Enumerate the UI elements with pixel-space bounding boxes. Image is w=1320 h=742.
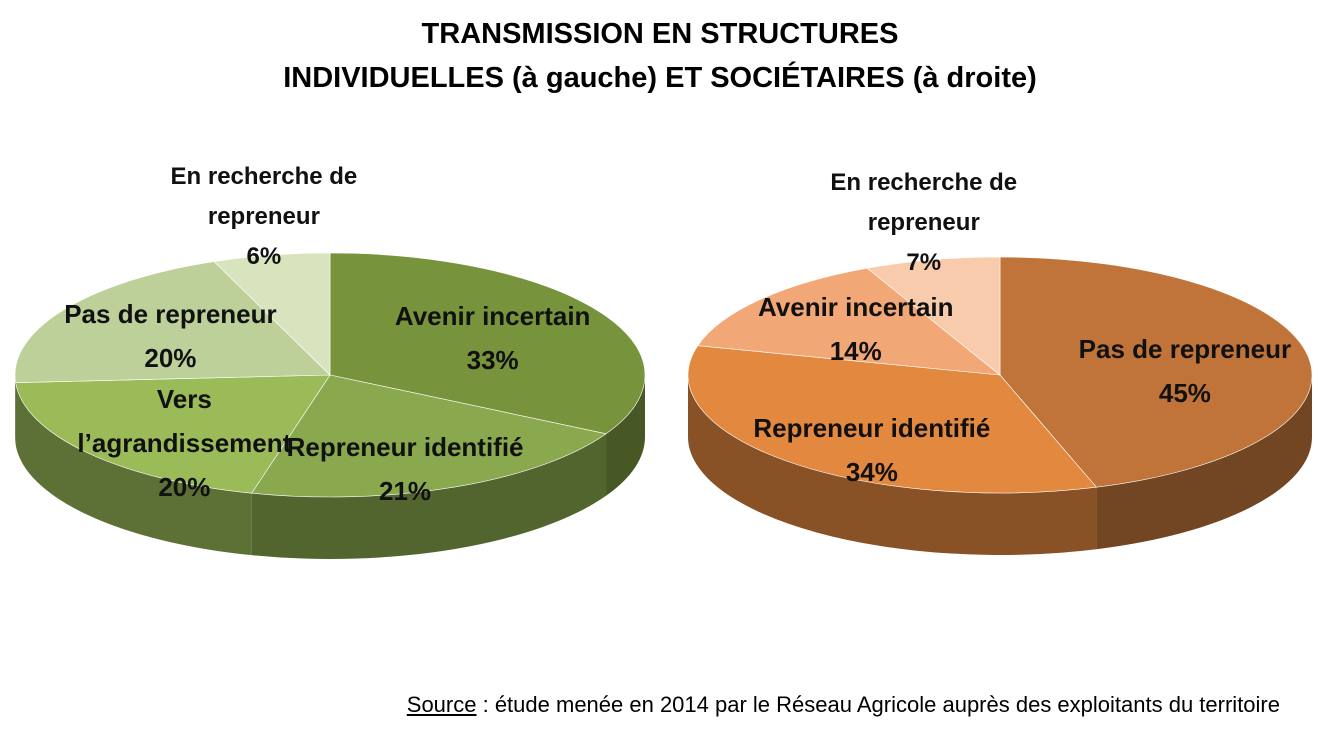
slice: [866, 256, 1001, 376]
slice: [251, 374, 607, 498]
slice-side: [688, 375, 1097, 555]
slice-label: Avenir incertain 33%: [363, 294, 623, 382]
slice-side: [15, 375, 16, 445]
slice-label: Repreneur identifié 21%: [275, 425, 535, 513]
slice-label: Repreneur identifié 34%: [742, 406, 1002, 494]
slice: [329, 252, 646, 435]
value-label: 21%: [379, 475, 432, 506]
value-label: 20%: [144, 342, 197, 373]
title-line: TRANSMISSION EN STRUCTURES: [421, 18, 899, 50]
slice: [14, 261, 331, 383]
slice-side: [251, 433, 607, 560]
category-label: Avenir incertain: [757, 291, 954, 322]
category-label: Repreneur identifié: [753, 412, 991, 443]
source: Source : étude menée en 2014 par le Rése…: [407, 692, 1280, 718]
category-label: Pas de repreneur: [1078, 334, 1292, 365]
value-label: 33%: [466, 345, 519, 376]
category-label: Avenir incertain: [394, 301, 591, 332]
value-label: 20%: [158, 472, 211, 503]
slice-side: [15, 382, 252, 556]
value-label: 34%: [845, 456, 898, 487]
value-label: 6%: [246, 243, 282, 271]
value-label: 7%: [906, 248, 942, 276]
value-label: 14%: [829, 335, 882, 366]
slice-side: [1096, 375, 1312, 550]
slice-label: Vers l’agrandissement 20%: [54, 377, 314, 509]
slice: [15, 374, 331, 494]
slice: [687, 345, 1098, 494]
category-label: Repreneur identifié: [286, 431, 524, 462]
slice: [999, 256, 1313, 488]
category-label: Vers l’agrandissement: [77, 384, 292, 459]
slice-label: Avenir incertain 14%: [726, 285, 986, 373]
title-line: INDIVIDUELLES (à gauche) ET SOCIÉTAIRES …: [283, 62, 1037, 94]
source-label: Source: [406, 692, 477, 717]
slice: [697, 267, 1001, 376]
category-label: Pas de repreneur: [64, 298, 277, 329]
value-label: 45%: [1158, 378, 1211, 409]
slice-label: Pas de repreneur 45%: [1055, 327, 1315, 415]
category-label: En recherche de repreneur: [830, 168, 1018, 236]
slice-label: Pas de repreneur 20%: [40, 292, 300, 380]
source-text: : étude menée en 2014 par le Réseau Agri…: [476, 692, 1280, 717]
slice-label: En recherche de repreneur 7%: [794, 163, 1054, 283]
slice-label: En recherche de repreneur 6%: [134, 157, 394, 277]
slice: [213, 252, 331, 376]
category-label: En recherche de repreneur: [170, 163, 358, 231]
